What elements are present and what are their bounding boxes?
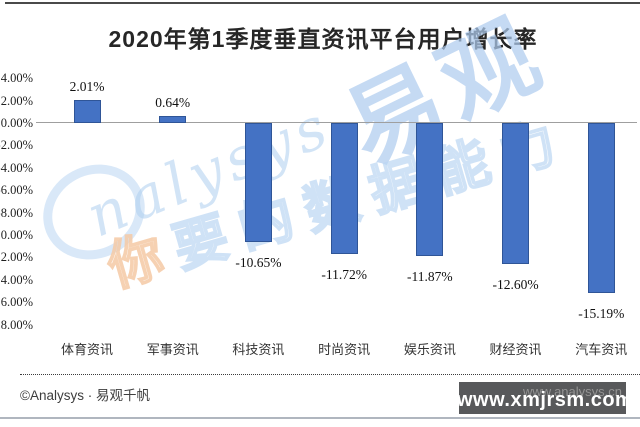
bar <box>587 123 615 294</box>
top-border-line <box>5 2 640 4</box>
category-label: 科技资讯 <box>232 342 285 357</box>
copyright-text: ©Analysys · 易观千帆 <box>20 388 150 403</box>
bar-value-label: 0.64% <box>155 94 191 110</box>
y-tick-label: 0.00% <box>0 116 33 130</box>
y-tick-label: -8.00% <box>0 205 33 220</box>
footer-dotted-divider <box>20 374 640 375</box>
bar <box>502 123 530 265</box>
y-tick-label: 4.00% <box>0 71 33 86</box>
overlay-url-box <box>459 382 626 414</box>
bar-value-label: -12.60% <box>492 277 539 293</box>
y-tick-label: -4.00% <box>0 160 33 175</box>
y-tick-label: -6.00% <box>0 183 33 198</box>
y-axis-tick-labels: 4.00% 2.00% 0.00% -2.00% -4.00% -6.00% -8.00% -… <box>0 0 36 427</box>
source-url-text: www.analysys.cn <box>523 384 622 399</box>
watermark-analysys-script: nalysys <box>77 90 342 251</box>
category-label: 汽车资讯 <box>575 342 628 357</box>
chart-title: 2020年第1季度垂直资讯平台用户增长率 <box>108 26 538 52</box>
bar <box>159 115 187 123</box>
y-tick-label: -18.00% <box>0 317 33 332</box>
overlay-url-text: www.xmjrsm.com <box>457 389 634 411</box>
category-label: 财经资讯 <box>489 342 542 357</box>
bar <box>244 123 272 243</box>
category-label: 时尚资讯 <box>318 342 371 357</box>
bar-value-label: 2.01% <box>69 79 105 95</box>
bottom-border-line <box>0 417 640 419</box>
zero-axis-line <box>36 122 637 124</box>
category-label: 军事资讯 <box>146 342 199 357</box>
y-tick-label: -2.00% <box>0 138 33 153</box>
category-label: 娱乐资讯 <box>403 342 456 357</box>
bar-value-label: -11.87% <box>407 268 453 284</box>
watermark-slogan-first-char: 你 <box>100 221 184 299</box>
bar-value-label: -15.19% <box>578 306 625 322</box>
bar <box>416 123 444 256</box>
bar-value-label: -11.72% <box>321 267 367 283</box>
y-tick-label: 2.00% <box>0 93 33 108</box>
y-tick-label: -16.00% <box>0 295 33 310</box>
bar <box>330 123 358 255</box>
y-tick-label: -10.00% <box>0 228 33 242</box>
y-tick-label: -14.00% <box>0 272 33 287</box>
watermark-logo-ellipse <box>26 146 162 278</box>
bar-value-label: -10.65% <box>235 255 282 271</box>
y-tick-label: -12.00% <box>0 250 33 265</box>
bar <box>73 100 101 123</box>
category-label: 体育资讯 <box>60 342 113 357</box>
